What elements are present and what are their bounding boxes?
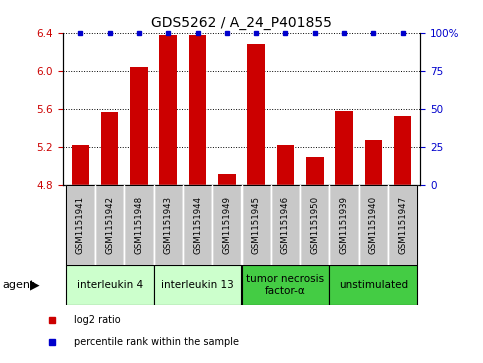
Bar xyxy=(218,174,236,185)
Text: tumor necrosis
factor-α: tumor necrosis factor-α xyxy=(246,274,325,296)
Bar xyxy=(359,185,388,265)
Bar xyxy=(66,185,95,265)
Text: GSM1151950: GSM1151950 xyxy=(310,196,319,254)
Bar xyxy=(212,185,242,265)
Bar xyxy=(271,185,300,265)
Text: GSM1151943: GSM1151943 xyxy=(164,196,173,254)
Bar xyxy=(66,265,154,305)
Bar xyxy=(329,185,359,265)
Bar xyxy=(365,140,382,185)
Bar xyxy=(154,265,242,305)
Bar xyxy=(247,44,265,185)
Text: ▶: ▶ xyxy=(30,278,40,291)
Bar xyxy=(242,185,271,265)
Bar xyxy=(71,145,89,185)
Text: GSM1151941: GSM1151941 xyxy=(76,196,85,254)
Bar xyxy=(159,34,177,185)
Text: log2 ratio: log2 ratio xyxy=(74,315,121,325)
Bar xyxy=(101,112,118,185)
Text: interleukin 4: interleukin 4 xyxy=(77,280,143,290)
Bar xyxy=(242,265,329,305)
Bar xyxy=(95,185,124,265)
Text: GSM1151947: GSM1151947 xyxy=(398,196,407,254)
Bar xyxy=(130,67,148,185)
Text: GSM1151944: GSM1151944 xyxy=(193,196,202,254)
Bar xyxy=(277,145,294,185)
Bar xyxy=(388,185,417,265)
Bar xyxy=(154,185,183,265)
Text: GSM1151939: GSM1151939 xyxy=(340,196,349,254)
Bar xyxy=(329,265,417,305)
Bar xyxy=(335,111,353,185)
Text: unstimulated: unstimulated xyxy=(339,280,408,290)
Text: percentile rank within the sample: percentile rank within the sample xyxy=(74,337,240,347)
Text: GSM1151942: GSM1151942 xyxy=(105,196,114,254)
Bar xyxy=(124,185,154,265)
Text: GSM1151946: GSM1151946 xyxy=(281,196,290,254)
Text: GSM1151940: GSM1151940 xyxy=(369,196,378,254)
Bar xyxy=(189,34,206,185)
Bar xyxy=(300,185,329,265)
Bar xyxy=(183,185,212,265)
Bar xyxy=(306,156,324,185)
Text: GSM1151945: GSM1151945 xyxy=(252,196,261,254)
Text: interleukin 13: interleukin 13 xyxy=(161,280,234,290)
Text: GSM1151948: GSM1151948 xyxy=(134,196,143,254)
Text: GSM1151949: GSM1151949 xyxy=(222,196,231,254)
Bar xyxy=(394,115,412,185)
Text: agent: agent xyxy=(2,280,35,290)
Title: GDS5262 / A_24_P401855: GDS5262 / A_24_P401855 xyxy=(151,16,332,30)
